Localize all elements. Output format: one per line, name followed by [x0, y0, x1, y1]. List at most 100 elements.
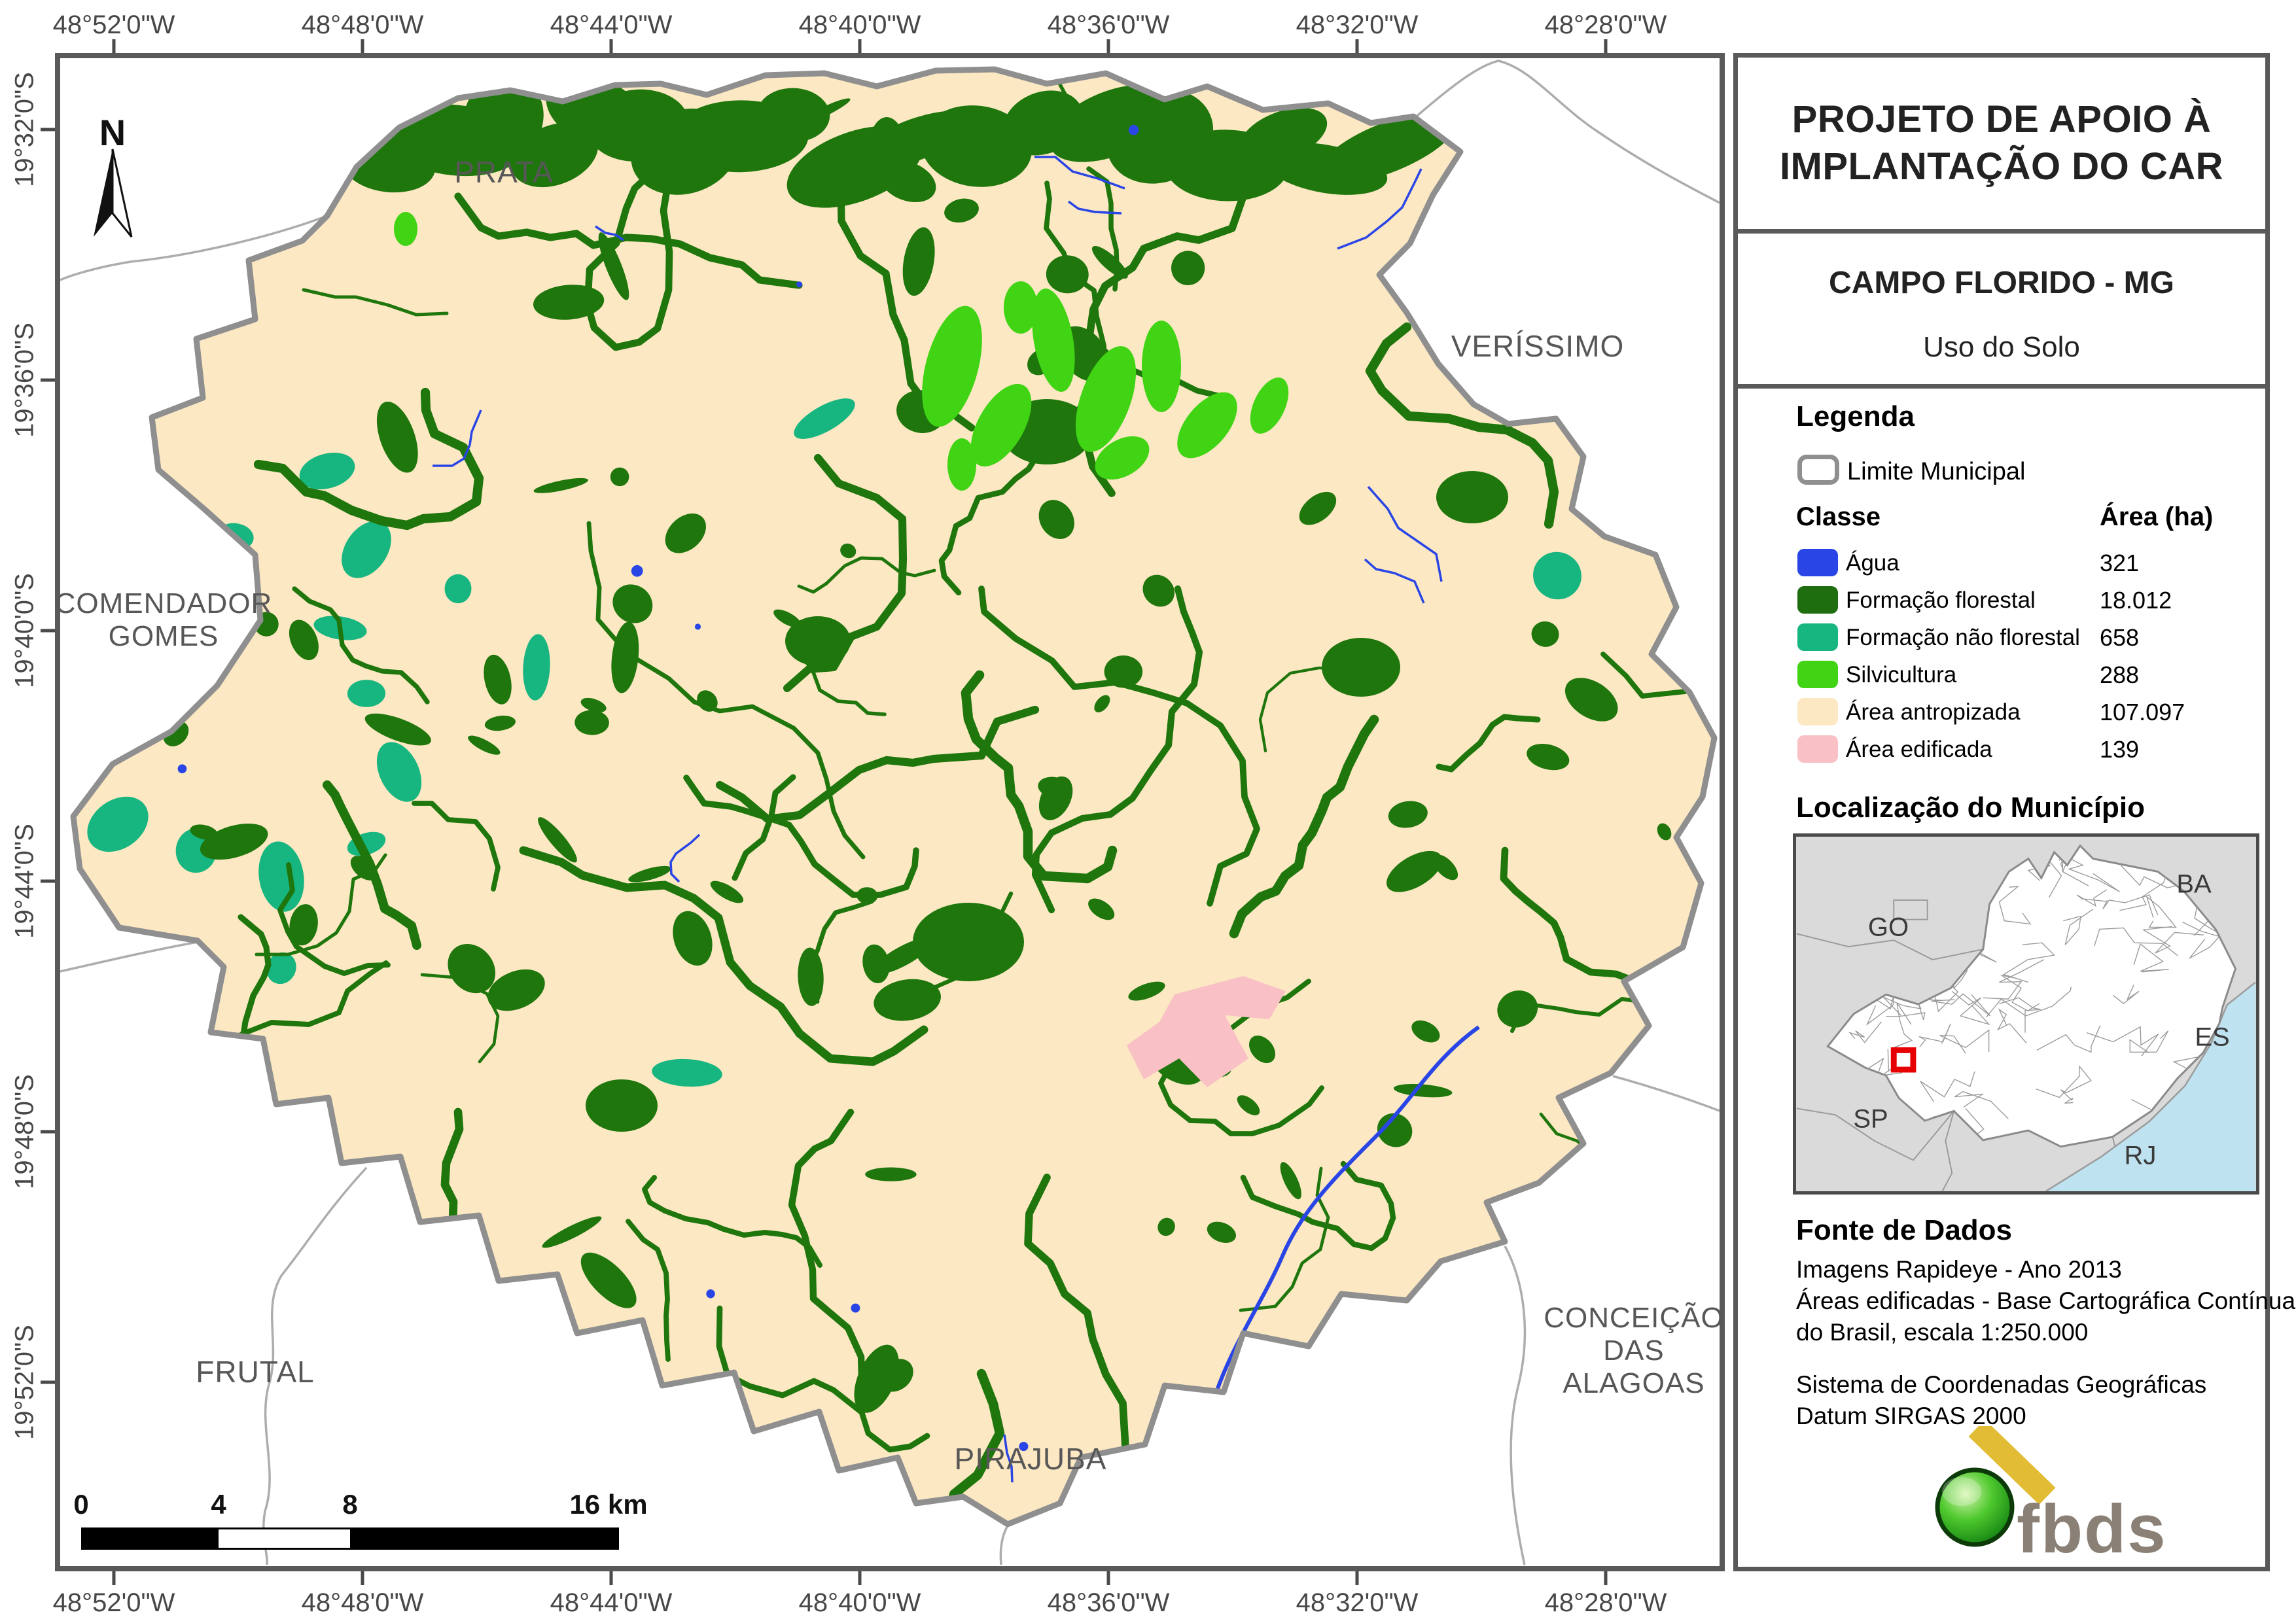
non-forest-patch — [342, 521, 391, 578]
legend-swatch-area-antropizada — [1797, 698, 1838, 725]
forest-patch — [350, 856, 378, 881]
forest-corridor — [788, 1108, 866, 1401]
forest-patch — [1527, 743, 1570, 771]
mesh-line — [1999, 997, 2041, 1033]
lon-tick-label: 48°32'0"W — [1296, 10, 1419, 39]
mesh-line — [1862, 990, 1895, 1026]
forest-corridor — [1240, 1161, 1396, 1251]
neighbor-label-pirajuba: PIRAJUBA — [954, 1442, 1107, 1476]
source-line: do Brasil, escala 1:250.000 — [1796, 1319, 2089, 1346]
state-label-go: GO — [1867, 913, 1909, 942]
mesh-line — [1861, 1049, 1896, 1081]
limite-label: Limite Municipal — [1847, 458, 2026, 485]
scale-segment — [83, 1529, 219, 1548]
forest-patch — [289, 620, 319, 661]
legend-swatch-formacao-florestal — [1797, 586, 1838, 614]
mesh-line — [2094, 927, 2178, 956]
forest-patch — [1318, 112, 1457, 184]
silviculture-patch — [970, 383, 1032, 467]
forest-patch — [840, 543, 857, 559]
legend-swatch-formacao-nao-florestal — [1797, 623, 1838, 651]
stream — [433, 410, 482, 467]
mesh-line — [2036, 1065, 2092, 1098]
lon-tick-label: 48°52'0"W — [52, 1588, 175, 1617]
forest-corridor — [716, 1305, 930, 1453]
mesh-line — [1920, 1071, 1975, 1102]
forest-corridor — [412, 801, 501, 892]
municipality-area — [73, 69, 1714, 1524]
legend-swatch-area-edificada — [1797, 735, 1838, 763]
neighbor-label-prata: PRATA — [454, 155, 554, 189]
mesh-line — [1996, 1007, 2027, 1043]
non-forest-patch — [523, 634, 550, 701]
forest-patch — [533, 285, 605, 320]
silviculture-patch — [1142, 321, 1181, 412]
forest-patch — [1436, 471, 1508, 523]
water-body — [177, 764, 187, 774]
forest-patch — [538, 817, 577, 863]
non-forest-patch — [1533, 551, 1581, 600]
forest-patch — [1094, 695, 1110, 712]
minas-gerais-shape — [1826, 844, 2237, 1148]
water-body — [706, 1289, 715, 1299]
silviculture-patch — [1095, 436, 1150, 480]
non-forest-patch — [652, 1058, 722, 1087]
forest-patch — [1046, 255, 1089, 294]
forest-corridor — [584, 164, 673, 351]
forest-patch — [390, 1281, 446, 1340]
non-forest-patch — [299, 453, 355, 489]
legend-swatch-agua — [1797, 549, 1838, 576]
mesh-line — [2086, 1026, 2159, 1056]
legend-col-area: Área (ha) — [2100, 502, 2214, 531]
mesh-line — [2058, 845, 2070, 872]
forest-patch — [289, 904, 318, 946]
mesh-line — [1939, 1029, 1990, 1054]
forest-patch — [1393, 1083, 1453, 1098]
forest-patch — [376, 401, 418, 473]
north-arrow-icon — [94, 148, 133, 237]
mesh-line — [2001, 974, 2040, 1011]
legend-class-area: 139 — [2100, 736, 2140, 763]
forest-patch — [533, 478, 588, 493]
state-label-sp: SP — [1853, 1104, 1888, 1134]
legend-swatch-silvicultura — [1797, 661, 1838, 688]
forest-patch — [1564, 678, 1618, 722]
mesh-line — [2129, 1030, 2169, 1053]
mesh-line — [2002, 942, 2055, 983]
state-label-rj: RJ — [2124, 1141, 2157, 1170]
mesh-line — [1986, 986, 2072, 1018]
stream — [1067, 200, 1122, 215]
scale-segment — [350, 1529, 617, 1548]
label-line: GOMES — [108, 620, 219, 652]
forest-patch — [773, 609, 802, 628]
legend-class-area: 658 — [2100, 624, 2140, 651]
forest-patch — [1377, 1113, 1413, 1147]
mesh-line — [1998, 886, 2032, 925]
forest-corridor — [783, 453, 908, 693]
forest-patch — [913, 903, 1024, 981]
map-content — [60, 60, 1720, 1565]
forest-corridor — [1600, 400, 1714, 699]
forest-corridor — [961, 670, 1118, 884]
forest-corridor — [519, 846, 928, 1066]
forest-corridor — [626, 1219, 671, 1362]
water-body — [796, 281, 803, 288]
forest-corridor — [1436, 714, 1541, 773]
legend-class-label: Área edificada — [1846, 737, 1992, 762]
forest-patch — [135, 652, 158, 705]
municipality-title: CAMPO FLORIDO - MG — [1829, 266, 2174, 300]
forest-patch — [448, 943, 496, 994]
scalebar-label-0: 0 — [73, 1489, 89, 1520]
source-line: Áreas edificadas - Base Cartográfica Con… — [1796, 1287, 2296, 1314]
fbds-wordmark: fbds — [2017, 1491, 2167, 1567]
non-forest-patch — [347, 680, 386, 707]
forest-patch — [902, 227, 935, 296]
forest-corridor — [775, 1369, 1005, 1524]
forest-patch — [785, 616, 851, 666]
legend-class-area: 18.012 — [2100, 587, 2172, 614]
forest-corridor — [683, 775, 919, 898]
non-forest-patch — [173, 1280, 220, 1310]
forest-patch — [1322, 638, 1400, 697]
silviculture-patch — [1004, 281, 1038, 334]
